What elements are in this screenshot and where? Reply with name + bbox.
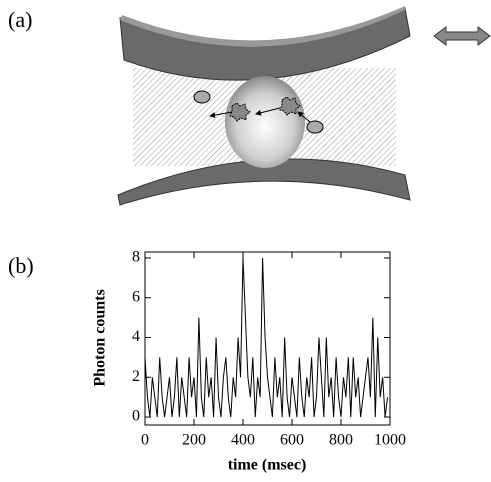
y-tick-label: 4 [132, 328, 140, 345]
panel-label: (a) [8, 7, 32, 32]
arrow [297, 111, 311, 123]
y-axis-label: Photon counts [92, 289, 109, 386]
y-tick-label: 2 [132, 368, 140, 385]
arrow [255, 107, 281, 116]
plot-frame [144, 251, 391, 426]
x-tick-label: 0 [141, 432, 149, 449]
y-tick-label: 8 [132, 249, 140, 266]
bottom-mirror [117, 158, 411, 206]
molecule [306, 120, 324, 134]
y-tick-label: 6 [132, 288, 140, 305]
x-tick-label: 400 [231, 432, 255, 449]
panel-label: (b) [8, 253, 34, 278]
x-axis-label: time (msec) [228, 457, 307, 474]
microsphere [225, 76, 305, 168]
y-tick-label: 0 [132, 408, 140, 425]
double-arrow [433, 26, 491, 46]
molecule [193, 90, 211, 104]
plot: 0 2 4 6 8 0 200 400 600 800 1000 [132, 249, 406, 449]
cavity-diagram [117, 6, 491, 206]
x-tick-label: 800 [329, 432, 353, 449]
arrow [209, 111, 233, 119]
x-tick-label: 200 [182, 432, 206, 449]
excited-molecule [229, 102, 251, 122]
mirror-edge [120, 6, 405, 47]
x-tick-label: 1000 [374, 432, 406, 449]
count-trace [144, 257, 389, 418]
x-tick-label: 600 [280, 432, 304, 449]
excited-molecule [279, 96, 301, 116]
